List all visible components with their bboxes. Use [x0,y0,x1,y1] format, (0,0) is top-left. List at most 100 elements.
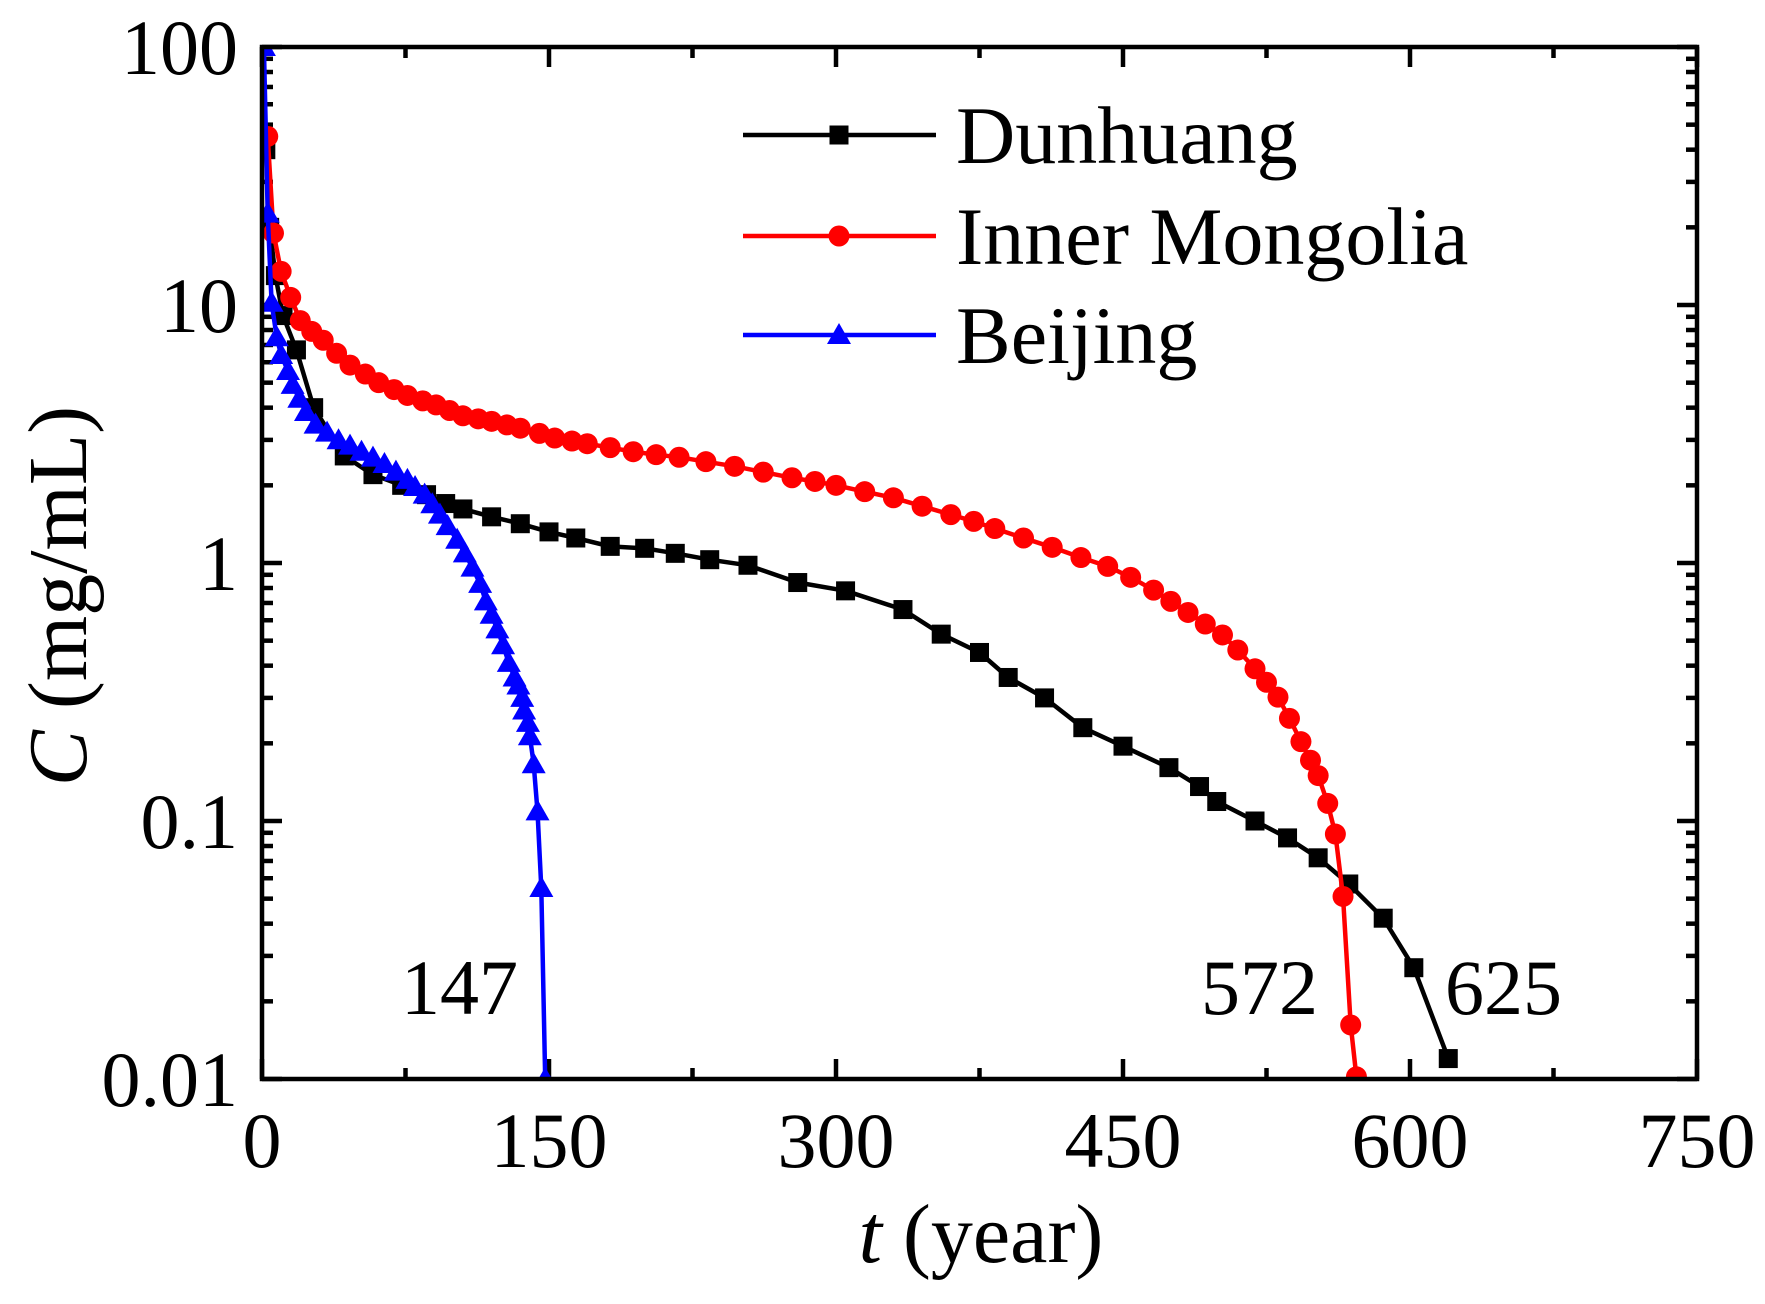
dunhuang-marker-17 [635,538,655,558]
x-tick-label-2: 300 [778,1097,895,1184]
inner-mongolia-marker-40 [984,518,1006,540]
x-axis-symbol: t [859,1188,885,1281]
dunhuang-marker-23 [893,600,913,620]
legend-marker-dunhuang [829,125,849,145]
beijing-marker-4 [269,343,294,365]
dunhuang-marker-26 [998,667,1018,687]
dunhuang-marker-19 [700,550,720,570]
dunhuang-marker-11 [453,499,473,519]
y-tick-label-4: 0.01 [102,1036,239,1123]
inner-mongolia-marker-38 [940,504,962,526]
inner-mongolia-marker-60 [1324,823,1346,845]
inner-mongolia-marker-44 [1097,555,1119,577]
plot-series [262,47,1458,1079]
inner-mongolia-marker-56 [1290,731,1312,753]
dunhuang-marker-4 [286,340,306,360]
inner-mongolia-marker-43 [1070,547,1092,569]
beijing-marker-8 [294,399,319,421]
x-tick-label-3: 450 [1065,1097,1182,1184]
dunhuang-marker-32 [1207,792,1227,812]
legend-label-inner-mongolia: Inner Mongolia [956,191,1468,282]
inner-mongolia-marker-39 [963,510,985,532]
beijing-marker-33 [506,673,531,695]
inner-mongolia-marker-3 [280,286,302,308]
dunhuang-marker-38 [1404,958,1424,978]
beijing-marker-34 [510,685,535,707]
inner-mongolia-marker-62 [1340,1014,1362,1036]
y-tick-labels: 100 10 1 0.1 0.01 [102,4,239,1123]
y-axis-label: C (mg/mL) [12,406,105,786]
y-axis-unit: (mg/mL) [12,406,105,709]
inner-mongolia-marker-26 [622,441,644,463]
x-tick-labels: 0 150 300 450 600 750 [243,1097,1756,1184]
inner-mongolia-marker-46 [1143,579,1165,601]
dunhuang-marker-27 [1035,688,1055,708]
inner-mongolia-marker-48 [1177,601,1199,623]
dunhuang-marker-37 [1373,908,1393,928]
inner-mongolia-marker-22 [544,427,566,449]
dunhuang-line [263,149,1451,1060]
inner-mongolia-marker-27 [645,444,667,466]
beijing-marker-23 [445,527,470,549]
inner-mongolia-marker-25 [599,437,621,459]
inner-mongolia-marker-42 [1041,536,1063,558]
dunhuang-marker-33 [1245,811,1265,831]
inner-mongolia-marker-30 [724,455,746,477]
annotation-625: 625 [1445,944,1562,1031]
x-tick-label-5: 750 [1639,1097,1756,1184]
annotation-572: 572 [1201,944,1318,1031]
dunhuang-marker-12 [482,507,502,527]
dunhuang-marker-14 [539,522,559,542]
legend-item-inner-mongolia: Inner Mongolia [743,191,1468,282]
dunhuang-marker-34 [1278,828,1298,848]
beijing-marker-36 [515,710,540,732]
inner-mongolia-marker-20 [509,417,531,439]
dunhuang-marker-15 [566,528,586,548]
inner-mongolia-marker-37 [911,495,933,517]
y-tick-label-2: 1 [199,520,238,607]
beijing-line [262,47,548,1079]
legend-marker-beijing [827,323,851,344]
dunhuang-marker-31 [1190,777,1210,797]
inner-mongolia-marker-34 [825,474,847,496]
beijing-marker-14 [360,445,385,467]
legend-item-dunhuang: Dunhuang [743,90,1298,181]
inner-mongolia-marker-61 [1332,885,1354,907]
inner-mongolia-marker-59 [1317,792,1339,814]
inner-mongolia-marker-45 [1120,566,1142,588]
dunhuang-marker-24 [931,624,951,644]
beijing-marker-15 [372,451,397,473]
inner-mongolia-marker-2 [270,260,292,282]
inner-mongolia-marker-55 [1278,707,1300,729]
x-tick-label-1: 150 [491,1097,608,1184]
beijing-marker-24 [452,541,477,563]
beijing-marker-41 [538,1067,553,1079]
y-tick-label-3: 0.1 [141,778,239,865]
inner-mongolia-marker-35 [854,481,876,503]
inner-mongolia-marker-53 [1256,671,1277,693]
dunhuang-marker-16 [600,536,620,556]
dunhuang-marker-22 [836,581,856,601]
beijing-marker-26 [468,571,493,593]
plot-frame [259,44,1700,1082]
legend: Dunhuang Inner Mongolia Beijing [743,90,1468,381]
beijing-marker-9 [303,412,328,434]
inner-mongolia-marker-50 [1211,624,1233,646]
beijing-marker-1 [262,201,280,223]
inner-mongolia-marker-54 [1267,686,1289,708]
inner-mongolia-marker-24 [576,433,598,455]
beijing-marker-2 [262,290,284,312]
legend-marker-inner-mongolia [828,225,850,247]
beijing-marker-39 [525,799,550,821]
inner-mongolia-marker-31 [752,461,774,483]
beijing-marker-30 [491,633,516,655]
dunhuang-marker-28 [1073,718,1093,738]
dunhuang-marker-20 [738,555,758,575]
x-axis-unit: (year) [903,1188,1103,1281]
beijing-marker-22 [435,514,460,536]
beijing-marker-40 [529,875,554,897]
inner-mongolia-marker-33 [804,470,826,492]
beijing-marker-10 [315,420,340,442]
legend-label-dunhuang: Dunhuang [956,90,1298,181]
